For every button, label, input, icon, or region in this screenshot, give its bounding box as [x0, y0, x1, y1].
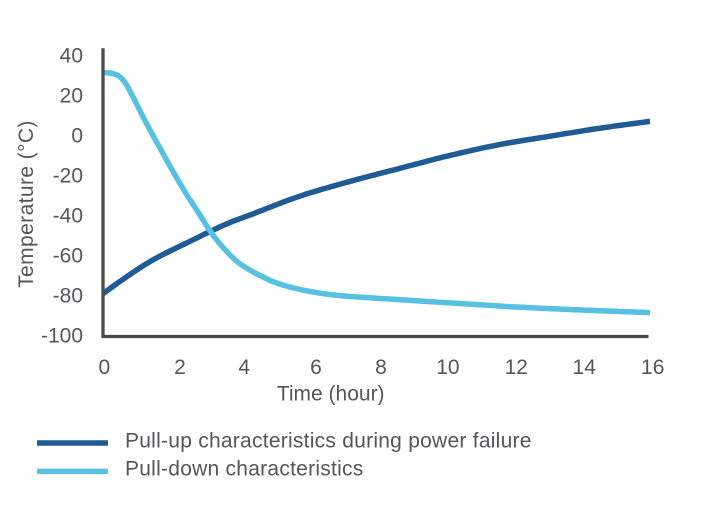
svg-text:Pull-up characteristics during: Pull-up characteristics during power fai…: [125, 429, 532, 452]
svg-text:-60: -60: [53, 245, 83, 268]
svg-text:12: 12: [505, 356, 528, 379]
svg-text:Time (hour): Time (hour): [277, 382, 385, 405]
svg-text:4: 4: [238, 356, 250, 379]
svg-text:0: 0: [99, 356, 111, 379]
svg-text:2: 2: [174, 356, 186, 379]
svg-text:0: 0: [71, 125, 83, 148]
svg-text:Pull-down characteristics: Pull-down characteristics: [125, 458, 364, 481]
svg-text:16: 16: [641, 356, 664, 379]
svg-text:10: 10: [436, 356, 459, 379]
svg-text:6: 6: [310, 356, 322, 379]
svg-text:8: 8: [375, 356, 387, 379]
svg-text:-80: -80: [53, 285, 83, 308]
svg-text:14: 14: [573, 356, 597, 379]
svg-text:-100: -100: [41, 325, 83, 348]
svg-text:40: 40: [60, 45, 83, 68]
svg-text:-40: -40: [53, 205, 83, 228]
svg-text:-20: -20: [53, 165, 83, 188]
svg-text:20: 20: [60, 85, 83, 108]
svg-text:Temperature (°C): Temperature (°C): [15, 120, 38, 288]
